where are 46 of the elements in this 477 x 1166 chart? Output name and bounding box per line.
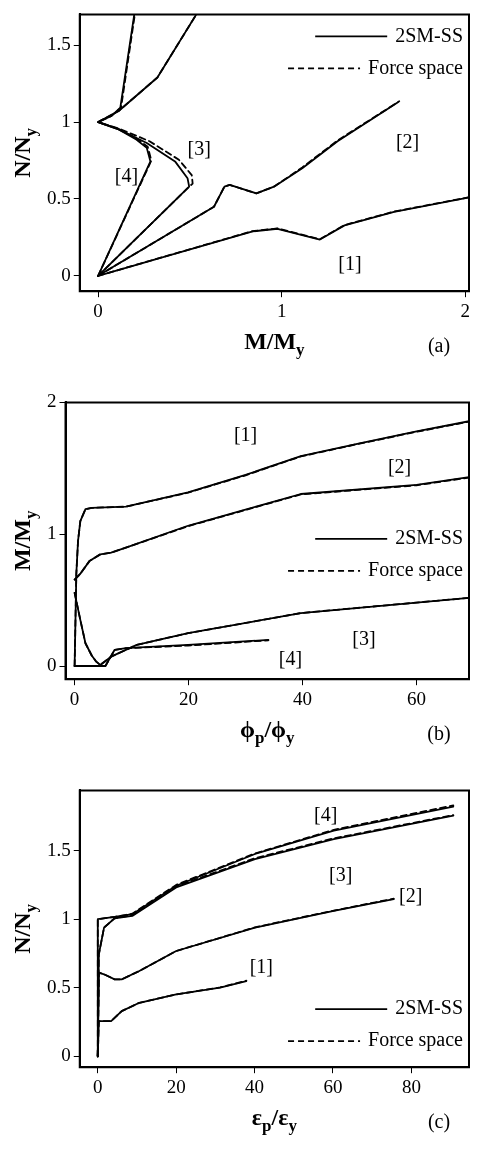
legend-label: Force space: [368, 1028, 464, 1052]
legend-label: 2SM-SS: [395, 526, 463, 549]
x-tick-label: 40: [245, 1075, 265, 1097]
annotation: [1]: [338, 251, 362, 274]
x-tick-label: 40: [293, 687, 313, 709]
annotation: [2]: [395, 129, 420, 152]
annotation: [2]: [399, 884, 423, 907]
annotation: [3]: [187, 136, 211, 159]
y-tick-label: 0: [47, 654, 57, 675]
x-tick-label: 0: [93, 1075, 103, 1097]
annotation: [4]: [314, 802, 338, 825]
annotation: [2]: [387, 455, 412, 478]
x-tick-label: 0: [93, 299, 103, 321]
legend-label: 2SM-SS: [395, 23, 463, 46]
y-tick-label: 1: [61, 907, 71, 929]
text: (b): [427, 722, 451, 746]
y-tick-label: 0: [61, 263, 71, 285]
x-tick-label: 20: [179, 687, 199, 709]
x-tick-label: 80: [401, 1075, 421, 1097]
annotation: [3]: [329, 863, 353, 886]
annotation: [4]: [278, 647, 303, 670]
y-tick-label: 1: [47, 522, 57, 544]
annotation: [1]: [249, 955, 274, 978]
x-tick-label: 60: [323, 1075, 343, 1097]
y-tick-label: 0: [61, 1044, 71, 1066]
x-tick-label: 1: [276, 299, 287, 321]
y-tick-label: 0.5: [47, 186, 71, 208]
text: (a): [427, 334, 451, 358]
annotation: [3]: [352, 627, 376, 650]
annotation: [1]: [233, 423, 258, 446]
y-axis-title: M/My: [9, 510, 40, 572]
text: (c): [427, 1110, 451, 1134]
x-tick-label: 20: [166, 1075, 186, 1097]
y-tick-label: 1.5: [47, 33, 71, 55]
annotation: [4]: [114, 163, 139, 186]
x-tick-label: 60: [407, 687, 427, 709]
y-axis-title: N/Ny: [9, 127, 40, 178]
y-tick-label: 1.5: [47, 838, 71, 860]
legend-label: 2SM-SS: [395, 996, 463, 1019]
legend-label: Force space: [368, 55, 464, 79]
y-tick-label: 2: [47, 390, 57, 412]
y-axis-title: N/Ny: [9, 903, 40, 954]
y-tick-label: 0.5: [47, 975, 71, 997]
legend-label: Force space: [368, 558, 464, 582]
x-tick-label: 2: [460, 299, 471, 321]
y-tick-label: 1: [61, 110, 71, 132]
